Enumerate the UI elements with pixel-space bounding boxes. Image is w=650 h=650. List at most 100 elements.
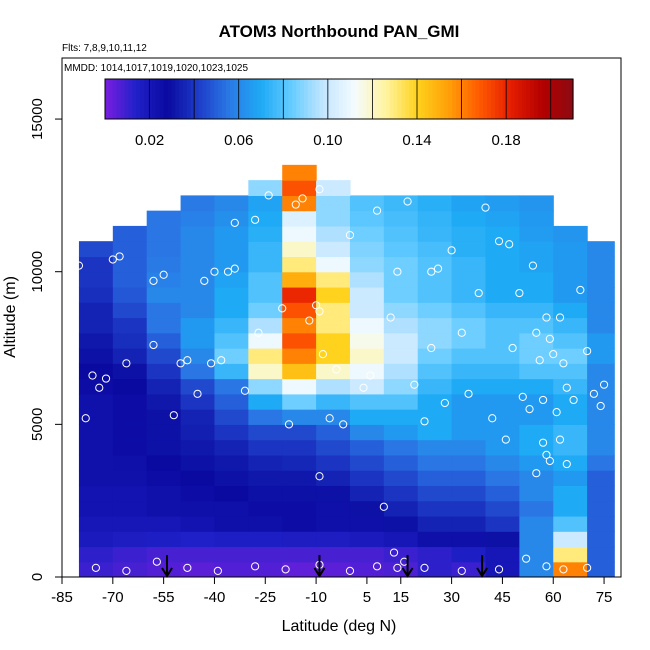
colorbar-swatch [467,79,473,119]
x-tick-label: 60 [545,589,562,606]
heatmap-cell [214,561,249,577]
heatmap-cell [383,241,419,258]
colorbar-swatch [300,79,305,119]
colorbar-swatch [233,79,239,119]
heatmap-cell [248,531,283,548]
heatmap-cell [316,180,351,196]
heatmap-cell [519,210,554,227]
heatmap-cell [349,256,385,273]
heatmap-cell [349,500,385,517]
heatmap-cell [146,470,182,487]
heatmap-cell [519,470,554,487]
heatmap-cell [349,348,385,364]
heatmap-cell [587,348,615,364]
heatmap-cell [349,210,385,227]
heatmap-cell [316,348,351,364]
heatmap-cell [248,241,283,258]
heatmap-cell [112,271,148,288]
heatmap-cell [485,409,520,425]
sample-point [291,200,300,209]
heatmap-cell [146,317,182,334]
heatmap-cell [78,332,114,349]
heatmap-cell [519,393,554,410]
colorbar-swatch [342,79,348,119]
sample-point [393,267,402,276]
heatmap-cell [417,531,453,548]
heatmap-cell [248,210,283,227]
heatmap-cell [78,500,114,517]
x-tick-label: 45 [494,589,511,606]
heatmap-cell [180,256,216,273]
colorbar-swatch [136,79,141,119]
heatmap-cell [417,363,453,380]
colorbar-swatch [569,79,574,119]
chart-title: ATOM3 Northbound PAN_GMI [219,22,460,41]
heatmap-cell [78,424,114,441]
heatmap-cell [316,515,351,532]
latitude-arrow [313,555,326,578]
heatmap-cell [519,454,554,471]
heatmap-cell [248,561,283,577]
heatmap-cell [417,439,453,456]
heatmap-cell [485,378,520,395]
colorbar-swatch [241,79,246,119]
sample-point [389,548,399,557]
heatmap-cell [553,485,588,502]
heatmap-cell [383,317,419,334]
colorbar-swatch [186,79,192,119]
heatmap-cell [383,271,419,288]
sample-point [501,435,510,444]
heatmap-cell [146,409,182,425]
heatmap-cell [112,454,148,471]
heatmap-cell [519,515,554,532]
sample-point [583,346,592,356]
heatmap-cell [248,180,283,196]
heatmap-cell [248,256,283,273]
sample-point [305,316,314,325]
heatmap-cell [349,561,385,577]
heatmap-cell [451,454,487,471]
flight-arrows [161,555,488,578]
heatmap-cell [451,210,487,227]
heatmap-cell [383,256,419,273]
heatmap-cell [383,302,419,319]
heatmap-cell [282,286,317,303]
sample-point [176,359,185,368]
colorbar-swatch [257,79,262,119]
sample-point [298,194,307,203]
heatmap-cell [417,409,453,425]
colorbar-swatch [448,79,453,119]
heatmap-cell [587,332,615,349]
sample-point [315,472,324,481]
heatmap-cell [485,470,520,487]
heatmap-cell [519,439,554,456]
sample-point [508,343,517,353]
heatmap-cell [214,546,249,563]
colorbar-swatch [514,79,519,119]
heatmap-cell [587,439,615,456]
colorbar-swatch [428,79,434,119]
colorbar-swatch [339,79,344,119]
colorbar-swatch [159,79,165,119]
heatmap-cell [553,424,588,441]
colorbar-tick-label: 0.10 [313,132,342,149]
sample-point [433,264,443,273]
heatmap-cell [587,470,615,487]
colorbar-swatch [565,79,570,119]
heatmap-cell [78,531,114,548]
heatmap-cell [553,515,588,532]
sample-point [474,288,483,298]
heatmap-cell [485,256,520,273]
colorbar-swatch [487,79,492,119]
sample-point [345,566,355,575]
sample-point [440,398,449,408]
heatmap-cell [485,485,520,502]
heatmap-cell [383,225,419,242]
heatmap-cell [383,439,419,456]
heatmap-cell [316,286,351,303]
heatmap-cell [485,531,520,548]
sample-point [518,392,527,401]
heatmap-cell [214,317,249,334]
sample-point [522,554,531,563]
colorbar-swatch [128,79,133,119]
